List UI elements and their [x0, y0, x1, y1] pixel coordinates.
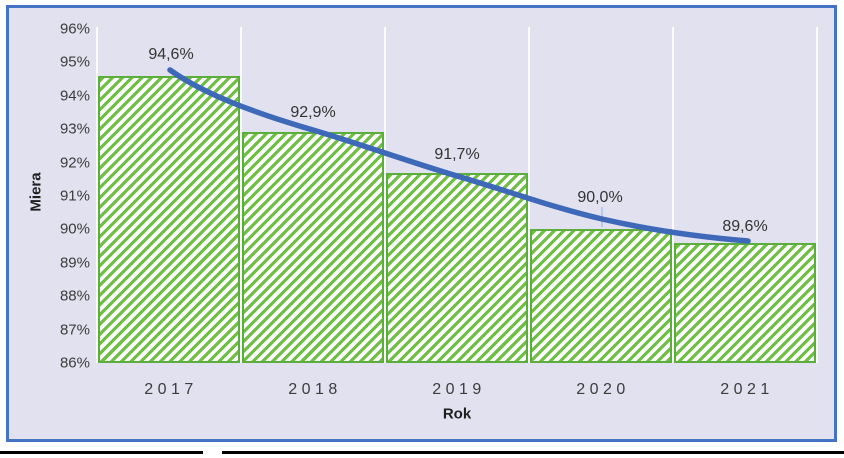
x-axis-title: Rok: [442, 405, 472, 423]
bar-2017: [98, 76, 240, 363]
bar-2021: [674, 243, 816, 363]
document-rule-left: [0, 451, 203, 454]
data-label-2018: 92,9%: [290, 104, 336, 121]
document-rule-right: [222, 451, 844, 454]
y-tick-label: 86%: [59, 354, 90, 372]
y-tick-label: 94%: [59, 87, 90, 105]
y-tick-label: 90%: [59, 220, 90, 238]
y-tick-label: 87%: [59, 321, 90, 339]
bar-2018: [242, 132, 384, 363]
x-tick-label-2017: 2017: [144, 381, 198, 398]
y-axis-title: Miera: [27, 172, 45, 212]
data-label-2017: 94,6%: [148, 46, 194, 63]
y-tick-label: 95%: [59, 53, 90, 71]
category-gridline: [816, 27, 818, 363]
data-label-2021: 89,6%: [722, 218, 768, 235]
data-label-2020: 90,0%: [577, 189, 623, 206]
category-gridline: [96, 27, 98, 363]
x-tick-label-2020: 2020: [576, 381, 630, 398]
x-tick-label-2019: 2019: [432, 381, 486, 398]
y-tick-label: 89%: [59, 254, 90, 272]
bar-2019: [386, 173, 528, 363]
y-tick-label: 92%: [59, 154, 90, 172]
y-tick-label: 96%: [59, 20, 90, 38]
y-tick-label: 88%: [59, 287, 90, 305]
y-tick-label: 91%: [59, 187, 90, 205]
x-tick-label-2018: 2018: [288, 381, 342, 398]
data-label-2019: 91,7%: [434, 146, 480, 163]
y-tick-label: 93%: [59, 120, 90, 138]
bar-2020: [530, 229, 672, 363]
x-tick-label-2021: 2021: [720, 381, 774, 398]
